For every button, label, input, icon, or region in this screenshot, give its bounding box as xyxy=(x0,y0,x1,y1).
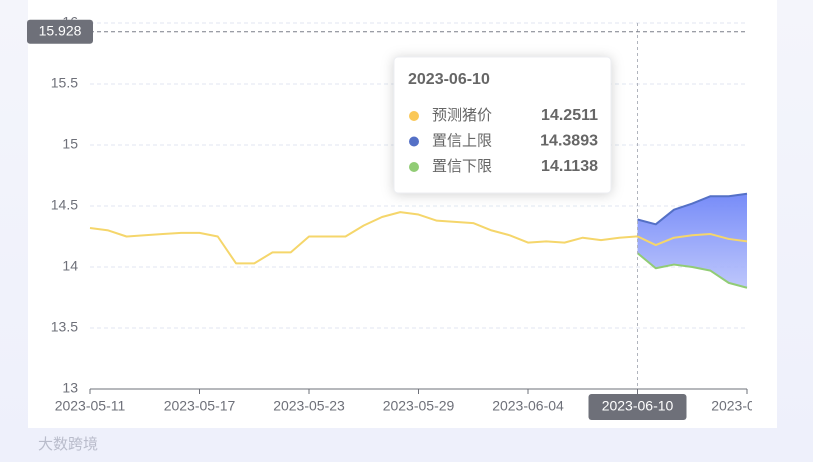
y-tick-label: 14.5 xyxy=(51,197,78,213)
x-tick-label: 2023-05-29 xyxy=(383,398,455,414)
x-tick-label: 2023-06-16 xyxy=(711,398,783,414)
x-tick-label: 2023-06-04 xyxy=(492,398,564,414)
series-line xyxy=(636,252,748,289)
legend-label: 置信下限 xyxy=(432,158,492,175)
pointer-x-box xyxy=(588,394,687,420)
series-line xyxy=(637,192,748,226)
pointer-y-box xyxy=(27,19,93,44)
x-tick-label: 2023-05-17 xyxy=(164,398,236,414)
tooltip-value: 14.3893 xyxy=(540,133,598,150)
tooltip: 2023-06-10 预测猪价 14.2511 置信上限 14.3893 置信下限 14.1… xyxy=(393,56,612,194)
y-tick-label: 13 xyxy=(62,380,78,396)
pointer-y-label: 15.928 xyxy=(39,22,82,38)
watermark: 大数跨境 xyxy=(38,435,98,453)
legend-dot xyxy=(409,136,419,147)
tooltip-value: 14.2511 xyxy=(541,107,598,124)
y-tick-label: 15 xyxy=(62,136,78,152)
legend-dot xyxy=(409,162,419,172)
y-tick-label: 13.5 xyxy=(51,319,78,335)
y-tick-label: 14 xyxy=(62,258,78,274)
tooltip-value: 14.1138 xyxy=(541,158,598,175)
pointer-x-label: 2023-06-10 xyxy=(602,398,674,414)
series-line xyxy=(89,211,748,265)
legend-dot xyxy=(409,111,419,121)
legend-label: 预测猪价 xyxy=(432,107,492,124)
legend-label: 置信上限 xyxy=(432,132,492,149)
y-tick-label: 15.5 xyxy=(51,75,78,91)
tooltip-box xyxy=(393,56,612,194)
tooltip-title: 2023-06-10 xyxy=(408,71,490,88)
x-tick-label: 2023-05-23 xyxy=(273,398,345,414)
x-tick-label: 2023-05-11 xyxy=(55,398,126,414)
